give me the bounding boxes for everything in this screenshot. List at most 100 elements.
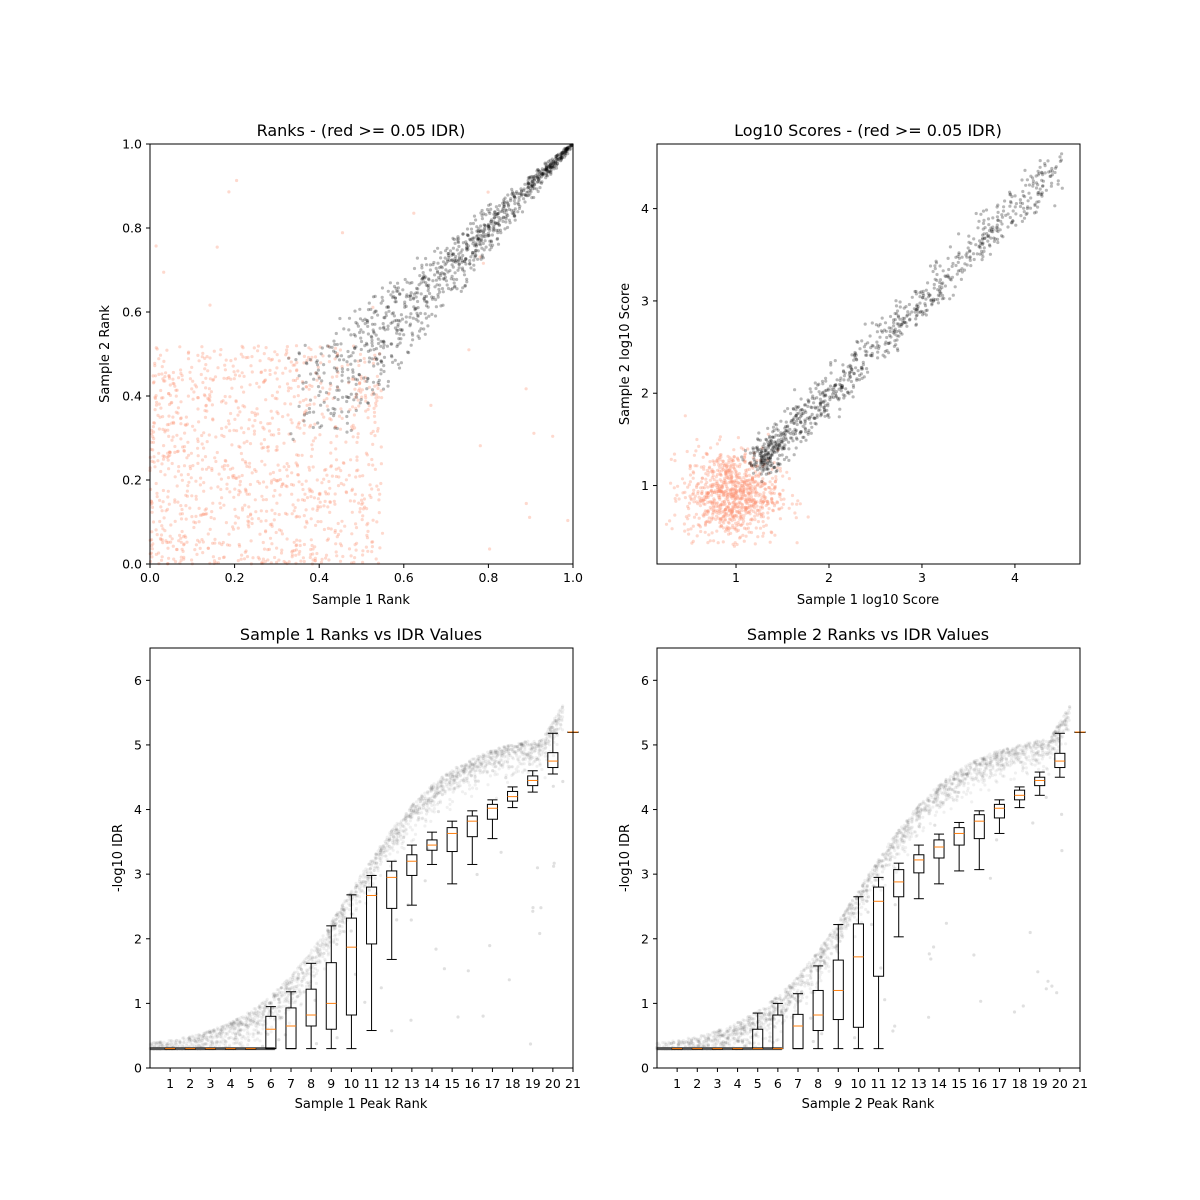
fail-point: [733, 502, 737, 506]
x-tick-label: 0.0: [140, 570, 160, 585]
pass-point: [996, 229, 1000, 234]
idr-point: [523, 768, 527, 772]
fail-point: [309, 547, 313, 552]
fail-point: [150, 547, 154, 551]
fail-point: [486, 190, 490, 194]
fail-point: [154, 403, 159, 407]
pass-point: [797, 405, 801, 409]
fail-point: [290, 512, 294, 516]
fail-point: [774, 477, 778, 482]
fail-point: [718, 435, 723, 439]
fail-point: [731, 462, 735, 467]
fail-point: [371, 463, 375, 467]
pass-point: [897, 329, 901, 333]
fail-point: [177, 539, 181, 543]
fail-point: [325, 404, 329, 408]
pass-point: [530, 196, 534, 200]
pass-point: [887, 351, 891, 355]
pass-point: [340, 410, 344, 414]
pass-point: [1060, 152, 1064, 156]
pass-point: [471, 242, 475, 246]
pass-point: [894, 304, 899, 308]
pass-point: [384, 311, 388, 315]
pass-point: [380, 286, 384, 290]
fail-point: [275, 448, 279, 452]
fail-point: [295, 543, 299, 547]
fail-point: [374, 401, 378, 405]
pass-point: [838, 407, 842, 411]
fail-point: [715, 491, 719, 495]
fail-point: [270, 394, 274, 398]
fail-point: [159, 469, 163, 474]
fail-point: [173, 450, 177, 454]
pass-point: [913, 289, 917, 294]
fail-point: [161, 396, 165, 400]
fail-point: [206, 396, 210, 400]
pass-point: [974, 243, 978, 247]
idr-point: [379, 873, 383, 878]
fail-point: [184, 423, 188, 427]
fail-point: [209, 486, 213, 490]
fail-point: [172, 421, 176, 425]
pass-point: [918, 301, 922, 305]
pass-point: [399, 313, 403, 317]
fail-point: [154, 346, 158, 350]
pass-point: [380, 295, 384, 299]
pass-point: [895, 334, 899, 338]
fail-point: [716, 504, 720, 508]
fail-point: [291, 363, 295, 367]
fail-point: [304, 385, 309, 389]
fail-point: [290, 555, 294, 559]
fail-point: [721, 491, 726, 495]
fail-point: [182, 555, 186, 559]
fail-point: [806, 515, 810, 519]
fail-point: [167, 374, 171, 378]
fail-point: [325, 473, 329, 477]
pass-point: [888, 329, 892, 334]
pass-point: [332, 349, 336, 353]
fail-point: [208, 393, 212, 397]
fail-point: [259, 519, 263, 523]
fail-point: [174, 394, 178, 398]
fail-point: [326, 505, 330, 509]
fail-point: [377, 498, 381, 502]
pass-point: [1050, 169, 1054, 173]
pass-point: [876, 356, 880, 360]
fail-point: [753, 487, 758, 492]
fail-point: [213, 541, 217, 545]
fail-point: [152, 460, 156, 464]
fail-point: [322, 504, 326, 508]
fail-point: [274, 448, 278, 452]
fail-point: [279, 551, 284, 555]
fail-point: [258, 481, 262, 485]
fail-point: [236, 516, 241, 520]
fail-point: [149, 487, 153, 491]
fail-point: [232, 495, 236, 499]
fail-point: [165, 540, 169, 545]
fail-point: [167, 392, 171, 396]
fail-point: [371, 429, 375, 433]
pass-point: [366, 376, 370, 380]
pass-point: [473, 255, 477, 259]
fail-point: [363, 375, 367, 379]
pass-point: [297, 351, 301, 355]
fail-point: [340, 364, 344, 369]
pass-point: [349, 428, 353, 432]
idr-point: [260, 1015, 264, 1020]
fail-point: [152, 421, 157, 425]
fail-point: [677, 497, 681, 501]
pass-point: [505, 200, 509, 204]
pass-point: [771, 449, 775, 453]
fail-point: [305, 403, 309, 407]
pass-point: [506, 214, 510, 218]
fail-point: [313, 559, 317, 563]
fail-point: [719, 506, 723, 510]
y-tick-label: 0.6: [122, 305, 142, 320]
fail-point: [171, 435, 175, 439]
pass-point: [804, 410, 808, 414]
fail-point: [273, 371, 277, 375]
pass-point: [359, 336, 363, 340]
fail-point: [203, 356, 207, 360]
fail-point: [760, 495, 764, 499]
fail-point: [273, 511, 277, 516]
